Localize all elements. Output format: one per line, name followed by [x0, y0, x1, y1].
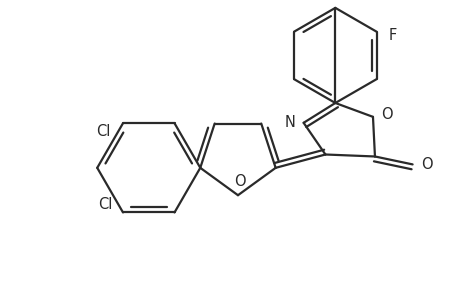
Text: F: F	[387, 28, 396, 43]
Text: N: N	[284, 115, 295, 130]
Text: Cl: Cl	[98, 197, 112, 212]
Text: O: O	[420, 157, 431, 172]
Text: O: O	[380, 107, 392, 122]
Text: O: O	[234, 174, 245, 189]
Text: Cl: Cl	[96, 124, 110, 139]
